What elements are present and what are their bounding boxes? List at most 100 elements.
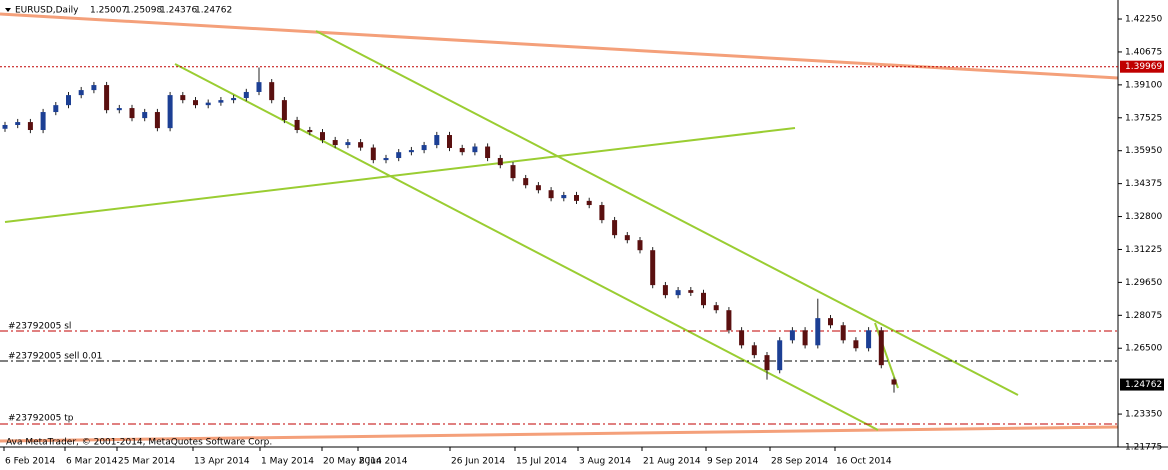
candle-body bbox=[586, 200, 592, 206]
x-tick-label: 15 Jul 2014 bbox=[516, 457, 567, 467]
y-tick-label: 1.29650 bbox=[1125, 278, 1162, 288]
candle-body bbox=[294, 119, 300, 131]
y-tick-label: 1.34375 bbox=[1125, 179, 1162, 189]
ohlc-close: 1.24762 bbox=[195, 6, 232, 16]
candle-body bbox=[891, 379, 897, 385]
candle-body bbox=[307, 130, 313, 133]
x-tick-label: 6 Feb 2014 bbox=[5, 457, 56, 467]
y-tick-label: 1.28075 bbox=[1125, 311, 1162, 321]
candle-body bbox=[866, 330, 872, 349]
ohlc-open: 1.25007 bbox=[90, 6, 127, 16]
y-tick-label: 1.40675 bbox=[1125, 47, 1162, 57]
candle-body bbox=[701, 292, 706, 306]
candle-body bbox=[320, 132, 325, 141]
candle-body bbox=[713, 305, 719, 311]
candle-body bbox=[548, 190, 554, 199]
candle-body bbox=[2, 124, 8, 129]
candle-body bbox=[535, 185, 541, 191]
candle-body bbox=[561, 195, 567, 199]
candle-body bbox=[66, 95, 71, 106]
candle-body bbox=[396, 152, 402, 159]
trend-line bbox=[0, 425, 1119, 443]
order-label: #23792005 sell 0.01 bbox=[8, 352, 102, 362]
x-tick-label: 16 Oct 2014 bbox=[836, 457, 892, 467]
candle-body bbox=[510, 165, 516, 179]
candle-body bbox=[205, 102, 211, 106]
trend-line bbox=[0, 12, 1119, 80]
candle-body bbox=[878, 330, 884, 366]
candle-body bbox=[459, 147, 465, 153]
candle-body bbox=[802, 330, 808, 346]
x-tick-label: 3 Aug 2014 bbox=[579, 457, 631, 467]
y-tick-label: 1.42250 bbox=[1125, 15, 1162, 25]
candle-body bbox=[637, 240, 643, 251]
trend-line bbox=[174, 63, 879, 431]
menu-icon[interactable] bbox=[5, 8, 11, 12]
candle-body bbox=[739, 330, 745, 346]
trend-line bbox=[315, 30, 1019, 396]
candle-body bbox=[751, 345, 757, 356]
candle-body bbox=[434, 135, 440, 146]
candle-body bbox=[612, 220, 618, 236]
candle-body bbox=[421, 145, 427, 151]
candle-body bbox=[91, 85, 97, 91]
x-tick-label: 9 Sep 2014 bbox=[707, 457, 759, 467]
x-tick-label: 8 Jun 2014 bbox=[359, 457, 408, 467]
candle-body bbox=[27, 122, 33, 131]
candle-body bbox=[726, 310, 732, 331]
candle-body bbox=[256, 82, 262, 92]
candle-body bbox=[624, 235, 630, 241]
candle-body bbox=[408, 150, 414, 153]
y-tick-label: 1.21775 bbox=[1125, 443, 1162, 453]
x-tick-label: 20 May 2014 bbox=[323, 457, 382, 467]
y-tick-label: 1.35950 bbox=[1125, 146, 1162, 156]
candle-body bbox=[358, 142, 364, 148]
order-label: #23792005 sl bbox=[8, 322, 71, 332]
y-tick-label: 1.31225 bbox=[1125, 245, 1162, 255]
x-tick-label: 13 Apr 2014 bbox=[194, 457, 250, 467]
footer: Ava MetaTrader, © 2001-2014, MetaQuotes … bbox=[6, 438, 272, 448]
x-tick-label: 28 Sep 2014 bbox=[771, 457, 828, 467]
y-tick-label: 1.26500 bbox=[1125, 344, 1162, 354]
level-label: 1.39969 bbox=[1125, 62, 1162, 72]
y-tick-label: 1.32800 bbox=[1125, 212, 1162, 222]
candle-body bbox=[447, 135, 452, 148]
candle-body bbox=[231, 98, 237, 101]
x-tick-label: 1 May 2014 bbox=[261, 457, 314, 467]
current-price-box bbox=[1120, 378, 1164, 391]
candle-body bbox=[281, 100, 287, 120]
candle-body bbox=[142, 112, 148, 119]
candle-body bbox=[828, 318, 833, 326]
candle-body bbox=[675, 290, 681, 296]
drawn-objects bbox=[0, 12, 1119, 443]
candle-body bbox=[53, 105, 59, 113]
candle-body bbox=[789, 330, 795, 341]
candle-body bbox=[472, 146, 478, 153]
candle-body bbox=[218, 100, 224, 103]
candle-body bbox=[497, 158, 503, 166]
candle-body bbox=[815, 318, 821, 346]
x-tick-label: 6 Mar 2014 bbox=[66, 457, 118, 467]
current-price-label: 1.24762 bbox=[1125, 380, 1162, 390]
symbol: EURUSD,Daily bbox=[15, 6, 79, 16]
candle-body bbox=[650, 250, 656, 286]
y-tick-label: 1.23350 bbox=[1125, 410, 1162, 420]
order-label: #23792005 tp bbox=[8, 414, 74, 424]
candle-body bbox=[15, 122, 21, 125]
ohlc-high: 1.25098 bbox=[125, 6, 162, 16]
level-label-box bbox=[1120, 60, 1164, 73]
candle-body bbox=[853, 340, 859, 349]
candle-body bbox=[599, 205, 605, 221]
candle-body bbox=[129, 108, 135, 119]
x-tick-label: 25 Mar 2014 bbox=[118, 457, 175, 467]
candle-body bbox=[840, 325, 846, 341]
candle-body bbox=[485, 146, 491, 159]
candle-body bbox=[180, 95, 186, 101]
candle-body bbox=[764, 355, 770, 371]
candle-body bbox=[116, 108, 122, 111]
candle-body bbox=[574, 195, 579, 201]
candle-body bbox=[688, 290, 694, 293]
candle-body bbox=[243, 91, 249, 99]
candle-body bbox=[78, 90, 84, 96]
